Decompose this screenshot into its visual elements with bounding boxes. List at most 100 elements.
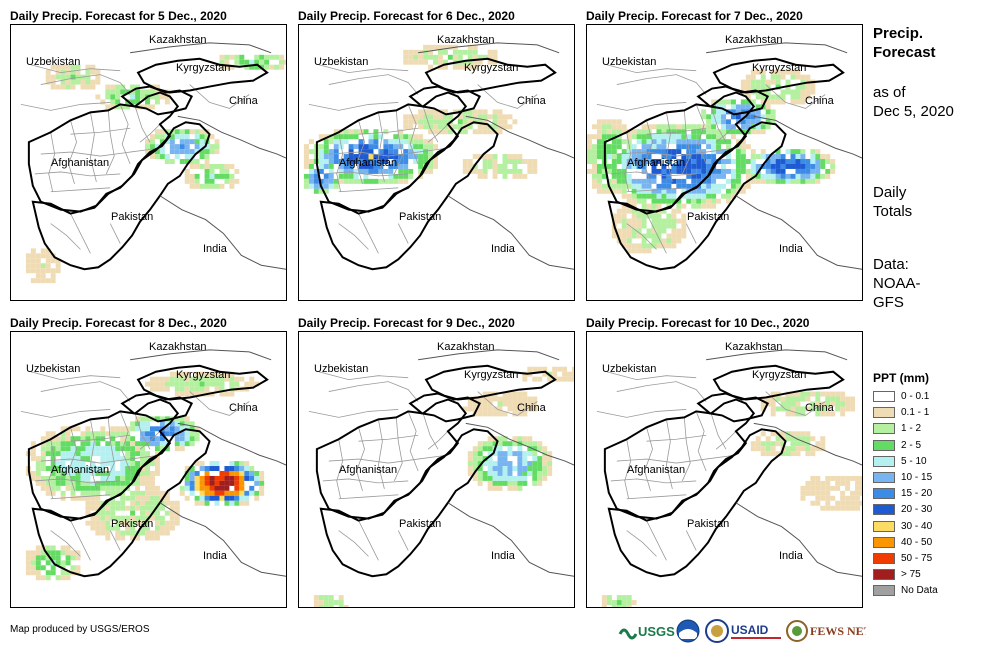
country-label-kazakhstan: Kazakhstan (725, 341, 783, 353)
map-panel-7: Kazakhstan Uzbekistan Kyrgyzstan China Afgha… (586, 24, 863, 301)
legend-swatch (873, 569, 895, 581)
legend-swatch (873, 455, 895, 467)
precip-map-5 (20, 42, 286, 284)
pakistan-border (31, 428, 211, 578)
country-label-china: China (229, 95, 258, 107)
legend-label: 2 - 5 (901, 439, 922, 451)
afghanistan-border (603, 91, 756, 213)
country-label-uzbekistan: Uzbekistan (26, 363, 81, 375)
map-panel-6: Kazakhstan Uzbekistan Kyrgyzstan China Afgha… (298, 24, 575, 301)
kazakhstan-border (130, 42, 272, 54)
afghanistan-border (27, 398, 180, 520)
country-label-kyrgyzstan: Kyrgyzstan (752, 369, 807, 381)
side-data-source: Data: NOAA- GFS (873, 255, 921, 312)
india-border (159, 502, 286, 577)
india-border (735, 195, 862, 270)
legend-swatch (873, 536, 895, 548)
india-border (447, 195, 574, 270)
tajikistan-border (408, 392, 482, 423)
legend-swatch (873, 488, 895, 500)
map-panel-9: Kazakhstan Uzbekistan Kyrgyzstan China Afgha… (298, 331, 575, 608)
side-title-line2: Forecast (873, 44, 936, 61)
china-border (177, 115, 286, 159)
country-label-uzbekistan: Uzbekistan (314, 56, 369, 68)
legend-label: > 75 (901, 569, 921, 581)
country-label-pakistan: Pakistan (399, 518, 442, 530)
precip-map-10 (596, 349, 862, 607)
precip-map-7 (587, 42, 862, 271)
country-label-india: India (203, 243, 227, 255)
country-label-kyrgyzstan: Kyrgyzstan (752, 62, 807, 74)
afghanistan-border (603, 398, 756, 520)
tajikistan-border (696, 392, 770, 423)
legend-swatch (873, 504, 895, 516)
legend-title: PPT (mm) (873, 371, 930, 385)
dos-seal-icon (705, 619, 729, 643)
side-asof-line1: as of (873, 84, 906, 101)
usaid-icon: USAID (731, 623, 781, 639)
fewsnet-icon: FEWS NET (786, 620, 866, 642)
usaid-logo-text: USAID (731, 623, 769, 637)
country-label-uzbekistan: Uzbekistan (314, 363, 369, 375)
country-label-kazakhstan: Kazakhstan (437, 341, 495, 353)
country-label-kazakhstan: Kazakhstan (149, 34, 207, 46)
country-label-kyrgyzstan: Kyrgyzstan (464, 62, 519, 74)
dos-seal-logo (705, 618, 729, 644)
china-border (465, 422, 574, 466)
tajikistan-border (696, 85, 770, 116)
country-label-india: India (779, 243, 803, 255)
fewsnet-logo-text: FEWS NET (810, 624, 866, 638)
legend-label: 20 - 30 (901, 504, 933, 516)
legend-label: 10 - 15 (901, 472, 933, 483)
side-title: Precip. Forecast (873, 24, 936, 62)
country-label-kazakhstan: Kazakhstan (149, 341, 207, 353)
credit-text: Map produced by USGS/EROS (10, 624, 150, 635)
side-data-line2: NOAA- (873, 275, 921, 292)
pakistan-border (319, 428, 499, 578)
legend-swatch (873, 407, 895, 419)
side-daily-line1: Daily (873, 184, 907, 201)
side-daily-line2: Totals (873, 203, 913, 220)
country-label-india: India (779, 550, 803, 562)
country-label-afghanistan: Afghanistan (627, 464, 686, 476)
panel-title-7: Daily Precip. Forecast for 7 Dec., 2020 (586, 9, 803, 23)
side-data-line1: Data: (873, 256, 909, 273)
afghanistan-border (315, 398, 468, 520)
legend-label: No Data (901, 585, 938, 597)
country-label-uzbekistan: Uzbekistan (602, 56, 657, 68)
tajikistan-border (120, 392, 194, 423)
side-asof-line2: Dec 5, 2020 (873, 103, 954, 120)
country-label-china: China (805, 402, 834, 414)
country-label-pakistan: Pakistan (111, 518, 154, 530)
country-label-afghanistan: Afghanistan (339, 464, 398, 476)
legend-label: 30 - 40 (901, 520, 933, 532)
country-label-kazakhstan: Kazakhstan (437, 34, 495, 46)
legend-swatch (873, 585, 895, 597)
map-panel-5: Kazakhstan Uzbekistan Kyrgyzstan China Afgha… (10, 24, 287, 301)
precip-map-9 (308, 349, 574, 607)
country-label-afghanistan: Afghanistan (339, 157, 398, 169)
precip-map-8 (20, 349, 286, 581)
country-label-india: India (491, 243, 515, 255)
country-label-pakistan: Pakistan (111, 211, 154, 223)
legend-label: 5 - 10 (901, 455, 927, 467)
country-label-india: India (203, 550, 227, 562)
map-panel-10: Kazakhstan Uzbekistan Kyrgyzstan China Afgha… (586, 331, 863, 608)
legend-label: 15 - 20 (901, 488, 933, 500)
country-label-china: China (805, 95, 834, 107)
side-title-line1: Precip. (873, 25, 924, 42)
china-border (465, 115, 574, 159)
country-label-afghanistan: Afghanistan (627, 157, 686, 169)
panel-title-10: Daily Precip. Forecast for 10 Dec., 2020 (586, 316, 810, 330)
legend-swatch (873, 553, 895, 564)
kazakhstan-border (418, 42, 560, 54)
china-border (177, 422, 286, 466)
map-panel-8: Kazakhstan Uzbekistan Kyrgyzstan China Afgha… (10, 331, 287, 608)
noaa-logo (676, 618, 700, 644)
country-label-afghanistan: Afghanistan (51, 157, 110, 169)
country-label-pakistan: Pakistan (399, 211, 442, 223)
china-border (753, 115, 862, 159)
usgs-wave-icon: USGS (618, 622, 678, 640)
country-label-pakistan: Pakistan (687, 518, 730, 530)
country-label-uzbekistan: Uzbekistan (602, 363, 657, 375)
